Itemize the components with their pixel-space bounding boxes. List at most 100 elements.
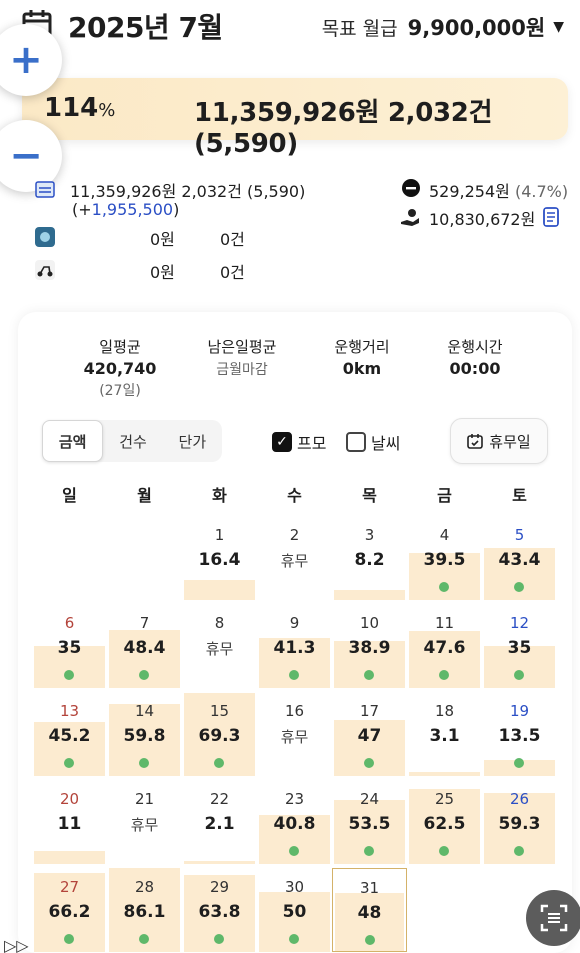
weather-checkbox[interactable]: 날씨 xyxy=(346,430,400,454)
metric-segmented-control: 금액 건수 단가 xyxy=(42,420,222,462)
day-number: 16 xyxy=(284,702,305,720)
month-title[interactable]: 2025년 7월 xyxy=(68,11,223,44)
weekday-sat: 토 xyxy=(512,486,527,505)
tab-amount[interactable]: 금액 xyxy=(42,420,104,462)
calendar-day-13[interactable]: 13 45.2 xyxy=(32,692,107,776)
calendar-day-3[interactable]: 3 8.2 xyxy=(332,516,407,600)
calendar-day-8[interactable]: 8 휴무 xyxy=(182,604,257,688)
calendar-day-19[interactable]: 19 13.5 xyxy=(482,692,557,776)
promo-dot-icon xyxy=(514,846,524,856)
day-number: 9 xyxy=(289,614,300,632)
calendar-day-1[interactable]: 1 16.4 xyxy=(182,516,257,600)
holiday-label: 휴무일 xyxy=(489,432,531,451)
earnings-fill-bar xyxy=(409,772,480,776)
avg-label: 운행시간 xyxy=(447,338,503,356)
calendar-day-9[interactable]: 9 41.3 xyxy=(257,604,332,688)
calendar-day-27[interactable]: 27 66.2 xyxy=(32,868,107,952)
calendar-day-30[interactable]: 30 50 xyxy=(257,868,332,952)
fast-forward-icon[interactable]: ▷▷ xyxy=(4,936,29,953)
day-value: 2.1 xyxy=(204,814,235,834)
calendar-day-4[interactable]: 4 39.5 xyxy=(407,516,482,600)
earnings-fill-bar xyxy=(34,646,105,688)
day-value: 53.5 xyxy=(348,814,391,834)
avg-label: 운행거리 xyxy=(334,338,390,356)
day-value: 11 xyxy=(57,814,82,834)
day-value: 41.3 xyxy=(273,638,316,658)
plus-icon: + xyxy=(9,37,43,83)
percent-unit: % xyxy=(98,100,116,121)
day-number: 29 xyxy=(209,878,230,896)
day-value: 휴무 xyxy=(130,816,159,834)
day-value: 8.2 xyxy=(354,550,385,570)
goal-selector[interactable]: 목표 월급 9,900,000원 ▼ xyxy=(322,12,564,42)
calendar-day-5[interactable]: 5 43.4 xyxy=(482,516,557,600)
calendar-day-10[interactable]: 10 38.9 xyxy=(332,604,407,688)
platform1-summary: 11,359,926원 2,032건 (5,590) xyxy=(70,182,306,201)
calendar-day-7[interactable]: 7 48.4 xyxy=(107,604,182,688)
chevron-down-icon: ▼ xyxy=(553,19,564,35)
avg-value: 420,740 xyxy=(83,359,157,378)
calendar-day-17[interactable]: 17 47 xyxy=(332,692,407,776)
zoom-out-button[interactable]: − xyxy=(0,120,62,192)
calendar-day-14[interactable]: 14 59.8 xyxy=(107,692,182,776)
calendar-day-6[interactable]: 6 35 xyxy=(32,604,107,688)
earnings-fill-bar xyxy=(184,580,255,600)
weekday-fri: 금 xyxy=(437,486,452,505)
calendar-day-18[interactable]: 18 3.1 xyxy=(407,692,482,776)
promo-checkbox[interactable]: ✓ 프모 xyxy=(272,430,326,454)
calendar-day-21[interactable]: 21 휴무 xyxy=(107,780,182,864)
day-number: 19 xyxy=(509,702,530,720)
net-amount: 10,830,672원 xyxy=(429,210,536,229)
day-number: 10 xyxy=(359,614,380,632)
calendar-day-20[interactable]: 20 11 xyxy=(32,780,107,864)
calendar-day-12[interactable]: 12 35 xyxy=(482,604,557,688)
promo-dot-icon xyxy=(289,670,299,680)
day-value: 86.1 xyxy=(123,902,166,922)
day-number: 28 xyxy=(134,878,155,896)
calendar-day-29[interactable]: 29 63.8 xyxy=(182,868,257,952)
day-value: 48 xyxy=(357,903,382,923)
calendar-day-16[interactable]: 16 휴무 xyxy=(257,692,332,776)
earnings-fill-bar xyxy=(34,850,105,864)
deduction-percent: (4.7%) xyxy=(514,182,569,201)
promo-dot-icon xyxy=(64,758,74,768)
calendar-day-15[interactable]: 15 69.3 xyxy=(182,692,257,776)
calendar-day-2[interactable]: 2 휴무 xyxy=(257,516,332,600)
promo-dot-icon xyxy=(139,670,149,680)
promo-dot-icon xyxy=(439,670,449,680)
holiday-button[interactable]: 휴무일 xyxy=(450,418,548,464)
promo-dot-icon xyxy=(364,846,374,856)
weekday-thu: 목 xyxy=(362,486,377,505)
calendar-day-25[interactable]: 25 62.5 xyxy=(407,780,482,864)
calendar-day-31[interactable]: 31 48 xyxy=(332,868,407,952)
calendar-day-24[interactable]: 24 53.5 xyxy=(332,780,407,864)
platform-stats: 11,359,926원 2,032건 (5,590) (+1,955,500) … xyxy=(0,170,580,290)
day-value: 35 xyxy=(507,638,532,658)
earnings-fill-bar xyxy=(484,646,555,688)
day-value: 59.3 xyxy=(498,814,541,834)
calendar-day-22[interactable]: 22 2.1 xyxy=(182,780,257,864)
tab-unit-price[interactable]: 단가 xyxy=(178,432,207,451)
goal-value: 9,900,000원 xyxy=(407,16,546,40)
zoom-in-button[interactable]: + xyxy=(0,24,62,96)
tab-count[interactable]: 건수 xyxy=(119,432,147,451)
rider-app-icon xyxy=(35,227,55,247)
weekday-tue: 화 xyxy=(212,486,227,505)
receipt-icon[interactable] xyxy=(543,207,559,227)
promo-dot-icon xyxy=(214,934,224,944)
remaining-daily-average: 남은일평균 금월마감 xyxy=(177,336,307,379)
calendar-day-23[interactable]: 23 40.8 xyxy=(257,780,332,864)
day-number: 21 xyxy=(134,790,155,808)
day-value: 3.1 xyxy=(429,726,460,746)
calendar-day-11[interactable]: 11 47.6 xyxy=(407,604,482,688)
day-value: 40.8 xyxy=(273,814,316,834)
scan-button[interactable] xyxy=(526,890,580,946)
summary-banner: 114% 11,359,926원 2,032건 (5,590) xyxy=(22,78,568,159)
platform2-count: 0건 xyxy=(220,230,245,249)
promo-dot-icon xyxy=(214,758,224,768)
day-number: 1 xyxy=(214,526,225,544)
calendar-day-28[interactable]: 28 86.1 xyxy=(107,868,182,952)
summary-total: 11,359,926원 2,032건 (5,590) xyxy=(194,98,493,159)
calendar-day-26[interactable]: 26 59.3 xyxy=(482,780,557,864)
promo-dot-icon xyxy=(514,670,524,680)
